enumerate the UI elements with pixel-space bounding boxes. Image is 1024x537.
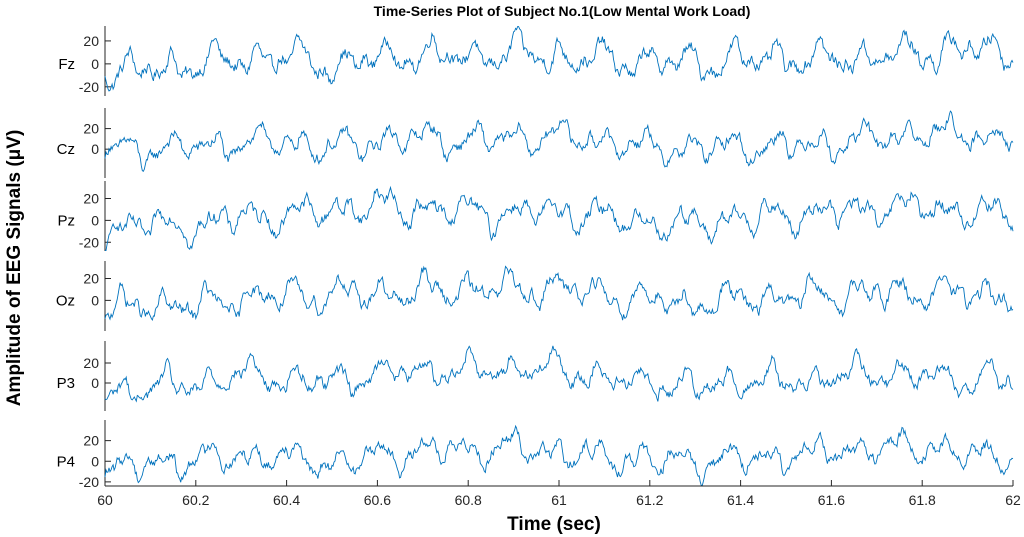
chart-title: Time-Series Plot of Subject No.1(Low Men… [374, 3, 751, 19]
x-tick-label: 60.6 [364, 492, 391, 508]
channel-panel: 0 20 Cz [57, 108, 1014, 178]
y-tick-label: 0 [91, 292, 99, 308]
x-tick-label: 61.8 [909, 492, 936, 508]
y-tick-label: 20 [83, 33, 99, 49]
x-tick-label: 60.2 [182, 492, 209, 508]
x-tick-label: 61.6 [818, 492, 845, 508]
x-axis-label: Time (sec) [507, 514, 601, 535]
x-tick-label: 60.4 [273, 492, 300, 508]
y-tick-label: -20 [79, 474, 99, 490]
series-line [104, 26, 1014, 92]
y-tick-label: 0 [91, 141, 99, 157]
channel-panel: 0 20 P3 [57, 341, 1014, 411]
y-tick-label: 0 [91, 453, 99, 469]
y-tick-label: -20 [79, 234, 99, 250]
channel-label: Oz [56, 292, 75, 309]
y-tick-label: -20 [79, 79, 99, 95]
channel-panel: 0 20 Oz [56, 261, 1014, 331]
x-tick-label: 60 [97, 492, 113, 508]
channel-panels: -20 0 20 Fz 0 20 Cz -20 0 20 Pz 0 20 Oz 0 20 P3 -20 0 20 P4 [56, 26, 1014, 490]
x-tick-label: 60.8 [455, 492, 482, 508]
x-tick-label: 62 [1005, 492, 1021, 508]
channel-label: Cz [57, 141, 75, 158]
y-tick-label: 20 [83, 271, 99, 287]
y-tick-label: 0 [91, 212, 99, 228]
y-tick-label: 0 [91, 56, 99, 72]
y-axis-label: Amplitude of EEG Signals (μV) [4, 130, 25, 407]
series-line [105, 185, 1014, 251]
x-tick-label: 61 [551, 492, 567, 508]
channel-label: P3 [57, 375, 75, 392]
x-axis: 60 60.2 60.4 60.6 60.8 61 61.2 61.4 61.6 61.8 62 [97, 480, 1021, 508]
y-tick-label: 20 [83, 355, 99, 371]
series-line [104, 424, 1014, 486]
series-line [104, 345, 1014, 403]
y-tick-label: 20 [83, 191, 99, 207]
y-tick-label: 0 [91, 375, 99, 391]
x-tick-label: 61.2 [636, 492, 663, 508]
series-line [104, 265, 1014, 322]
channel-label: Pz [57, 212, 75, 229]
channel-panel: -20 0 20 Fz [58, 26, 1014, 96]
channel-panel: -20 0 20 P4 [57, 420, 1014, 490]
channel-panel: -20 0 20 Pz [57, 181, 1014, 251]
y-tick-label: 20 [83, 433, 99, 449]
y-tick-label: 20 [83, 121, 99, 137]
channel-label: P4 [57, 453, 75, 470]
channel-label: Fz [58, 56, 75, 73]
x-tick-label: 61.4 [727, 492, 754, 508]
series-line [104, 110, 1014, 172]
